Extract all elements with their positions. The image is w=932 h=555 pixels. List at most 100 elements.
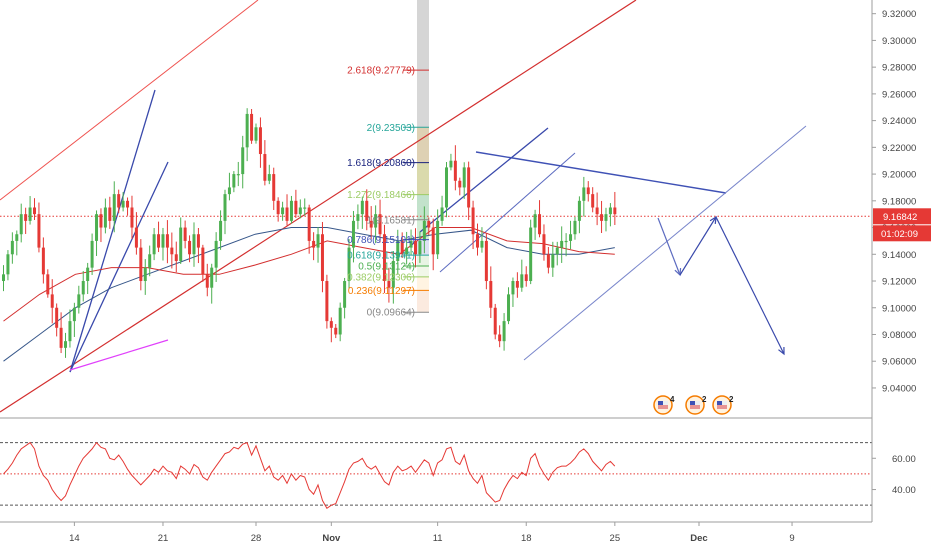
candle-body bbox=[595, 207, 599, 215]
fib-level-label: 1.618(9.20860) bbox=[347, 158, 415, 169]
candle-body bbox=[134, 227, 138, 248]
fib-level-label: 1(9.16581) bbox=[367, 215, 415, 226]
candle-body bbox=[453, 160, 457, 181]
candle-body bbox=[369, 220, 373, 228]
candle-body bbox=[515, 281, 519, 288]
candle-body bbox=[267, 174, 271, 181]
time-tick-label: 14 bbox=[69, 533, 80, 544]
time-tick-label: Dec bbox=[690, 533, 707, 544]
candle-body bbox=[210, 267, 214, 288]
triangle-upper-line bbox=[475, 151, 727, 194]
event-badge[interactable]: 2 bbox=[712, 395, 734, 415]
rsi-tick-label: 60.00 bbox=[892, 454, 916, 465]
price-tick-label: 9.24000 bbox=[882, 116, 916, 127]
candle-body bbox=[382, 234, 386, 282]
candle-body bbox=[196, 234, 200, 248]
event-badge[interactable]: 2 bbox=[685, 395, 707, 415]
candle-body bbox=[613, 207, 617, 215]
projection-arrow bbox=[657, 217, 681, 276]
candle-body bbox=[467, 167, 471, 208]
candle-body bbox=[50, 294, 54, 308]
last-price-tag bbox=[873, 208, 931, 225]
fib-level-label: 2(9.23503) bbox=[367, 123, 415, 134]
candle-body bbox=[41, 247, 45, 275]
fib-zone bbox=[417, 255, 429, 266]
candle-body bbox=[542, 234, 546, 255]
candle-body bbox=[391, 260, 395, 288]
candle-body bbox=[174, 254, 178, 261]
event-count: 2 bbox=[702, 395, 707, 404]
candle-body bbox=[250, 113, 254, 141]
candle-body bbox=[400, 240, 404, 255]
candle-body bbox=[95, 214, 99, 241]
candle-body bbox=[183, 227, 187, 241]
candle-body bbox=[19, 214, 23, 235]
candle-body bbox=[165, 234, 169, 248]
price-tick-label: 9.12000 bbox=[882, 277, 916, 288]
candle-body bbox=[445, 167, 448, 208]
price-tick-label: 9.28000 bbox=[882, 63, 916, 74]
candle-body bbox=[329, 321, 333, 328]
candle-body bbox=[365, 200, 369, 221]
candle-body bbox=[139, 247, 143, 282]
fib-level-label: 1.272(9.18466) bbox=[347, 190, 415, 201]
candle-body bbox=[276, 200, 280, 215]
candle-body bbox=[126, 200, 130, 208]
candle-body bbox=[307, 207, 311, 241]
candle-body bbox=[24, 214, 28, 221]
candle-body bbox=[214, 240, 218, 268]
candle-body bbox=[298, 207, 302, 215]
candle-body bbox=[560, 240, 564, 248]
upper-channel-line bbox=[0, 0, 259, 201]
countdown-tag bbox=[873, 225, 931, 242]
candle-body bbox=[81, 281, 85, 295]
candle-body bbox=[569, 234, 573, 241]
candle-body bbox=[551, 254, 555, 268]
candle-body bbox=[573, 220, 577, 235]
time-tick-label: 28 bbox=[251, 533, 262, 544]
fib-level-label: 0.5(9.13124) bbox=[358, 261, 415, 272]
candle-body bbox=[591, 194, 595, 208]
support-line bbox=[69, 339, 169, 371]
candle-body bbox=[476, 234, 480, 248]
candle-body bbox=[6, 254, 10, 275]
rsi-tick-label: 40.00 bbox=[892, 485, 916, 496]
event-count: 2 bbox=[729, 395, 734, 404]
candle-body bbox=[502, 321, 506, 342]
candle-body bbox=[46, 274, 50, 295]
candle-body bbox=[347, 247, 351, 282]
candle-body bbox=[564, 240, 568, 243]
candle-body bbox=[396, 240, 400, 261]
fib-zone bbox=[417, 265, 429, 277]
impulse-line bbox=[69, 161, 169, 373]
candle-body bbox=[272, 174, 276, 201]
candle-body bbox=[188, 240, 192, 255]
candle-body bbox=[303, 207, 307, 209]
time-tick-label: 9 bbox=[789, 533, 794, 544]
candle-body bbox=[130, 207, 134, 228]
fib-zone bbox=[417, 0, 429, 71]
candle-body bbox=[254, 127, 258, 141]
candle-body bbox=[108, 207, 112, 221]
candle-body bbox=[538, 214, 542, 235]
candle-body bbox=[219, 220, 223, 241]
candle-body bbox=[520, 274, 524, 288]
arrow-head bbox=[778, 346, 785, 356]
candle-body bbox=[312, 240, 316, 248]
candle-body bbox=[103, 207, 107, 228]
fib-level-label: 0.236(9.11297) bbox=[348, 286, 415, 297]
candle-body bbox=[258, 127, 262, 155]
candle-body bbox=[121, 200, 125, 208]
candle-body bbox=[55, 307, 59, 328]
time-tick-label: Nov bbox=[322, 533, 341, 544]
candle-body bbox=[232, 174, 236, 188]
candle-body bbox=[161, 234, 165, 248]
candle-body bbox=[143, 267, 147, 282]
candle-body bbox=[489, 281, 493, 308]
bar-countdown-label: 01:02:09 bbox=[881, 229, 918, 240]
event-badge[interactable]: 4 bbox=[653, 395, 675, 415]
candle-body bbox=[179, 227, 183, 261]
candle-body bbox=[68, 321, 72, 342]
candle-body bbox=[10, 240, 14, 255]
